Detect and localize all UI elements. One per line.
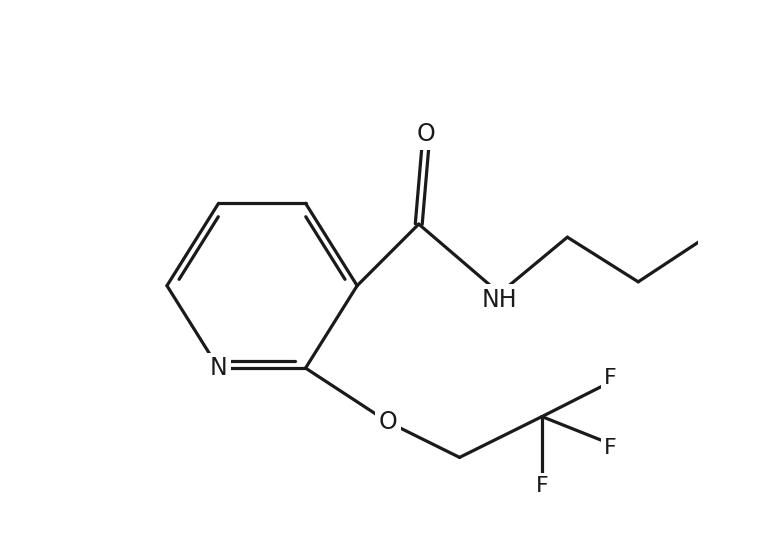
Text: N: N [209, 356, 227, 380]
Text: F: F [604, 368, 617, 388]
Text: O: O [379, 410, 398, 434]
Text: O: O [417, 122, 436, 146]
Text: NH: NH [482, 288, 517, 311]
Text: F: F [535, 476, 548, 496]
Text: F: F [604, 438, 617, 458]
